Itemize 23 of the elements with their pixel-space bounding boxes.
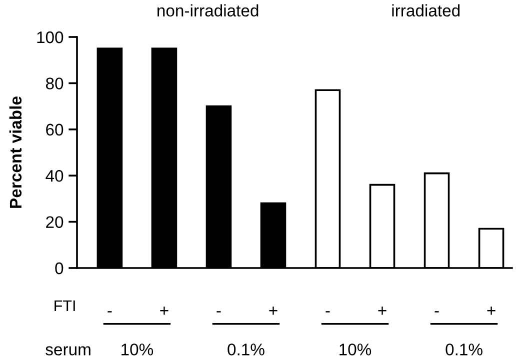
x-tick-label: + xyxy=(269,306,278,315)
x-tick-label: - xyxy=(216,311,221,312)
y-tick-label: 60 xyxy=(46,124,64,136)
y-tick-label: 20 xyxy=(46,216,64,228)
x-tick-label: - xyxy=(326,311,330,312)
text: 0.1% xyxy=(446,344,482,356)
x-tick-label: - xyxy=(434,311,439,312)
y-tick-label: 40 xyxy=(46,170,64,182)
text: non-irradiated xyxy=(158,4,258,17)
text: 10% xyxy=(340,344,372,356)
text: FTI xyxy=(54,300,75,311)
y-tick-label: 80 xyxy=(46,78,64,90)
text: 0.1% xyxy=(228,344,264,356)
y-axis-title: Percent viable xyxy=(9,96,22,208)
text: 10% xyxy=(122,344,154,356)
y-tick-label: 100 xyxy=(37,31,64,44)
text: irradiated xyxy=(392,4,460,17)
x-tick-label: - xyxy=(108,311,112,312)
x-tick-label: + xyxy=(160,306,168,315)
x-tick-label: + xyxy=(378,306,386,315)
x-tick-label: + xyxy=(487,306,496,315)
y-tick-label: 0 xyxy=(55,262,64,274)
text: serum xyxy=(46,346,90,356)
